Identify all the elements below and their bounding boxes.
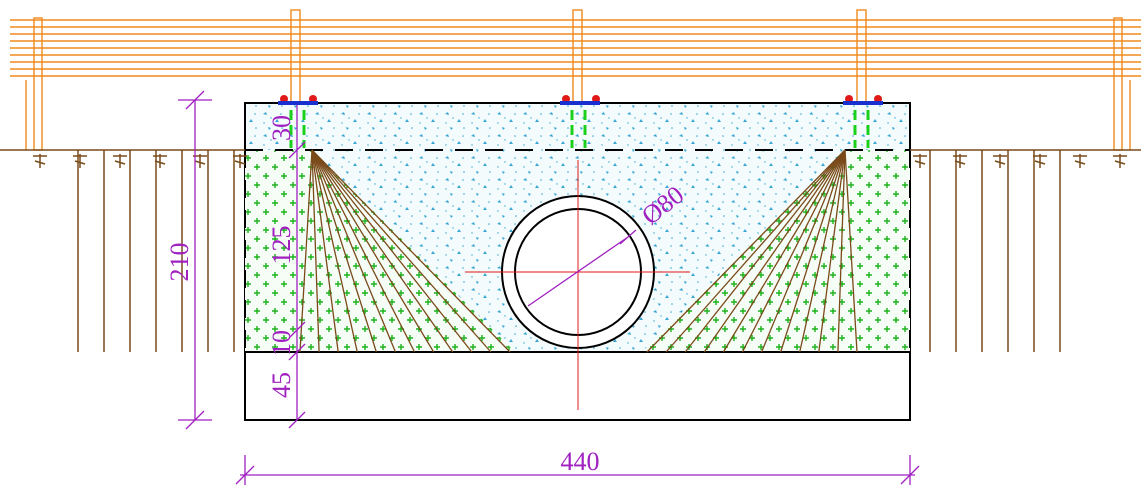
fan-line — [311, 149, 454, 353]
ground-hatch — [1033, 154, 1047, 168]
dim-cover: 30 — [267, 115, 296, 141]
ground-hatch — [1113, 154, 1127, 168]
dim-bedding: 10 — [267, 330, 296, 356]
fan-line — [311, 149, 377, 353]
fan-line — [646, 149, 846, 353]
fan-line — [703, 149, 846, 353]
fan-line — [760, 149, 846, 353]
ground-hatch — [33, 154, 47, 168]
dim-total-height: 210 — [165, 243, 194, 282]
ground-hatch — [233, 154, 247, 168]
fan-line — [311, 149, 416, 353]
fan-line — [311, 149, 492, 353]
fan-line — [311, 149, 397, 353]
fan-line — [818, 149, 846, 353]
fan-line — [684, 149, 846, 353]
fan-line — [780, 149, 846, 353]
dim-base: 45 — [267, 372, 296, 398]
dim-width: 440 — [561, 447, 600, 476]
fan-line — [844, 149, 858, 353]
ground-hatch — [913, 154, 927, 168]
ground-hatch — [113, 154, 127, 168]
fan-line — [311, 149, 473, 353]
fan-line — [311, 149, 320, 353]
ground-hatch — [993, 154, 1007, 168]
fan-line — [299, 149, 313, 353]
fan-line — [311, 149, 358, 353]
fan-line — [311, 149, 339, 353]
fan-line — [741, 149, 846, 353]
dimensions — [178, 90, 920, 485]
fan-line — [311, 149, 511, 353]
fence — [10, 9, 1141, 151]
ground — [0, 149, 1141, 352]
ground-hatch — [1073, 154, 1087, 168]
ground-hatch — [953, 154, 967, 168]
fan-line — [837, 149, 846, 353]
fan-line — [722, 149, 846, 353]
fan-line — [665, 149, 846, 353]
dim-fill-height: 125 — [267, 226, 296, 265]
ground-hatch — [73, 154, 87, 168]
ground-hatch — [153, 154, 167, 168]
fan-line — [799, 149, 846, 353]
fan-line — [311, 149, 435, 353]
structure — [244, 95, 911, 421]
